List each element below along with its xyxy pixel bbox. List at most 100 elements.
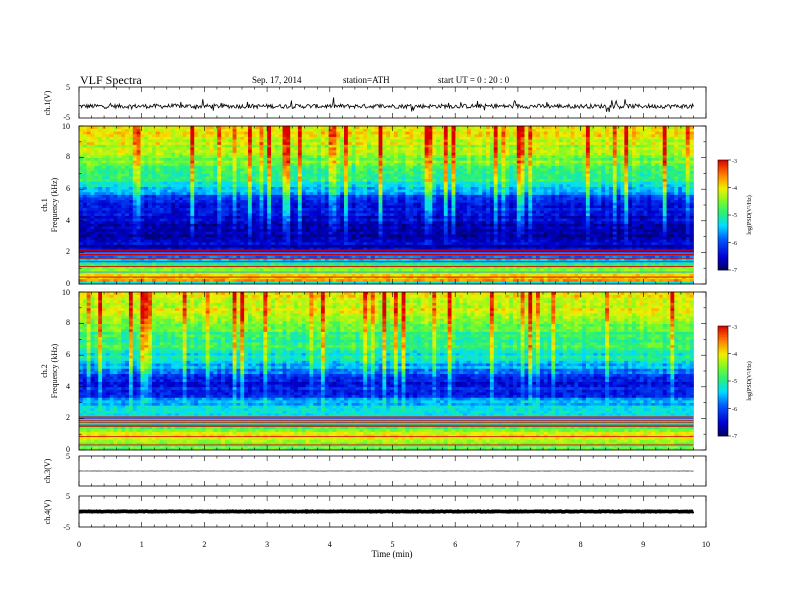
ch1-spectrogram-cell — [151, 276, 157, 280]
ch1-spectrogram-cell — [662, 228, 667, 232]
ch1-spectrogram-cell — [340, 202, 345, 206]
ch1-spectrogram-cell — [624, 268, 629, 272]
ch1-spectrogram-cell — [198, 276, 203, 280]
ch1-spectrogram-cell — [324, 241, 330, 245]
ch1-spectrogram-cell — [655, 236, 660, 240]
ch1-spectrogram-cell — [86, 215, 91, 219]
ch1-spectrogram-cell — [251, 244, 257, 248]
ch1-spectrogram-cell — [317, 241, 322, 245]
ch1-spectrogram-cell — [512, 257, 518, 261]
ch1-spectrogram-cell — [228, 220, 234, 224]
ch1-spectrogram-cell — [432, 239, 437, 243]
ch1-spectrogram-cell — [689, 255, 694, 259]
ch1-spectrogram-cell — [543, 239, 548, 243]
ch1-spectrogram-cell — [678, 231, 683, 235]
ch1-spectrogram-cell — [420, 231, 426, 235]
ch1-spectrogram-cell — [236, 281, 241, 285]
ch1-spectrogram-cell — [274, 210, 280, 214]
ch1-spectrogram-cell — [128, 265, 134, 269]
ch1-spectrogram-cell — [608, 281, 614, 285]
ch1-spectrogram-cell — [347, 281, 353, 285]
ch1-spectrogram-cell — [455, 255, 460, 259]
ch1-spectrogram-cell — [478, 255, 483, 259]
ch1-spectrogram-cell — [79, 207, 84, 211]
ch1-spectrogram-cell — [313, 236, 318, 240]
ch1-spectrogram-cell — [570, 244, 575, 248]
ch1-spectrogram-cell — [493, 265, 498, 269]
ch1-spectrogram-cell — [113, 244, 118, 248]
ch1-spectrogram-cell — [263, 255, 268, 259]
ch1-spectrogram-cell — [148, 210, 153, 214]
ch1-spectrogram-cell — [98, 207, 103, 211]
ch1-spectrogram-cell — [589, 231, 595, 235]
ch1-spectrogram-cell — [290, 210, 295, 214]
ch1-spectrogram-cell — [463, 268, 468, 272]
ch1-spectrogram-cell — [251, 239, 257, 243]
ch1-spectrogram-cell — [132, 281, 138, 285]
ch1-spectrogram-cell — [486, 233, 491, 237]
ch1-spectrogram-cell — [678, 268, 683, 272]
ch1-spectrogram-cell — [247, 273, 253, 277]
ch1-spectrogram-cell — [601, 276, 606, 280]
ch1-spectrogram-cell — [628, 281, 633, 285]
ch1-spectrogram-cell — [159, 265, 164, 269]
ch1-spectrogram-cell — [620, 239, 625, 243]
ch1-spectrogram-cell — [393, 207, 399, 211]
ch1-spectrogram-cell — [213, 268, 218, 272]
ch1-spectrogram-cell — [593, 239, 598, 243]
ch1-spectrogram-cell — [351, 236, 356, 240]
ch1-spectrogram-cell — [378, 278, 383, 282]
ch1-spectrogram-cell — [125, 257, 130, 261]
ch1-spectrogram-cell — [593, 205, 598, 209]
ch1-spectrogram-cell — [440, 205, 445, 209]
ch1-spectrogram-cell — [336, 273, 341, 277]
ch1-spectrogram-cell — [382, 202, 387, 206]
ch1-spectrogram-cell — [363, 255, 368, 259]
ch1-spectrogram-cell — [555, 276, 560, 280]
ch1-spectrogram-cell — [620, 231, 625, 235]
ch1-spectrogram-cell — [463, 231, 468, 235]
ch1-spectrogram-cell — [601, 268, 606, 272]
ch1-spectrogram-cell — [551, 233, 556, 237]
ch1-spectrogram-cell — [689, 257, 694, 261]
ch1-spectrogram-cell — [543, 265, 548, 269]
ch1-spectrogram-cell — [516, 241, 522, 245]
ch1-spectrogram-cell — [190, 262, 195, 266]
ch1-spectrogram-cell — [585, 262, 591, 266]
ch1-spectrogram-cell — [367, 257, 372, 261]
ch1-spectrogram-cell — [390, 236, 395, 240]
ch1-spectrogram-cell — [497, 215, 502, 219]
ch1-spectrogram-cell — [171, 210, 176, 214]
ch1-spectrogram-cell — [624, 226, 629, 230]
ch1-spectrogram-cell — [632, 241, 637, 245]
ch1-spectrogram-cell — [463, 236, 468, 240]
ch1-spectrogram-cell — [155, 262, 161, 266]
ch1-spectrogram-cell — [121, 202, 126, 206]
ch1-spectrogram-cell — [670, 262, 675, 266]
ch1-spectrogram-cell — [562, 241, 568, 245]
ch1-spectrogram-cell — [628, 276, 633, 280]
ch1-spectrogram-cell — [647, 281, 652, 285]
ch1-spectrogram-cell — [178, 236, 184, 240]
ch1-spectrogram-cell — [547, 265, 552, 269]
ch1-spectrogram-cell — [666, 212, 671, 216]
ch1-spectrogram-cell — [213, 231, 218, 235]
ch1-spectrogram-cell — [401, 278, 406, 282]
ch1-spectrogram-cell — [585, 223, 591, 227]
ch1-spectrogram-cell — [585, 210, 591, 214]
ch1-spectrogram-cell — [347, 265, 353, 269]
ch1-spectrogram-cell — [428, 236, 433, 240]
ch1-spectrogram-cell — [374, 233, 379, 237]
ch1-spectrogram-cell — [290, 207, 295, 211]
ch1-spectrogram-cell — [681, 205, 687, 209]
ch1-spectrogram-cell — [247, 218, 253, 222]
ch1-spectrogram-cell — [132, 247, 138, 251]
ch1-spectrogram-cell — [359, 276, 364, 280]
ch1-spectrogram-cell — [190, 257, 195, 261]
ch1-spectrogram-cell — [351, 207, 356, 211]
ch1-spectrogram-cell — [635, 278, 641, 282]
ch1-spectrogram-cell — [332, 278, 337, 282]
ch1-spectrogram-cell — [151, 255, 157, 259]
ch1-spectrogram-cell — [416, 257, 422, 261]
ch1-spectrogram-cell — [94, 247, 99, 251]
